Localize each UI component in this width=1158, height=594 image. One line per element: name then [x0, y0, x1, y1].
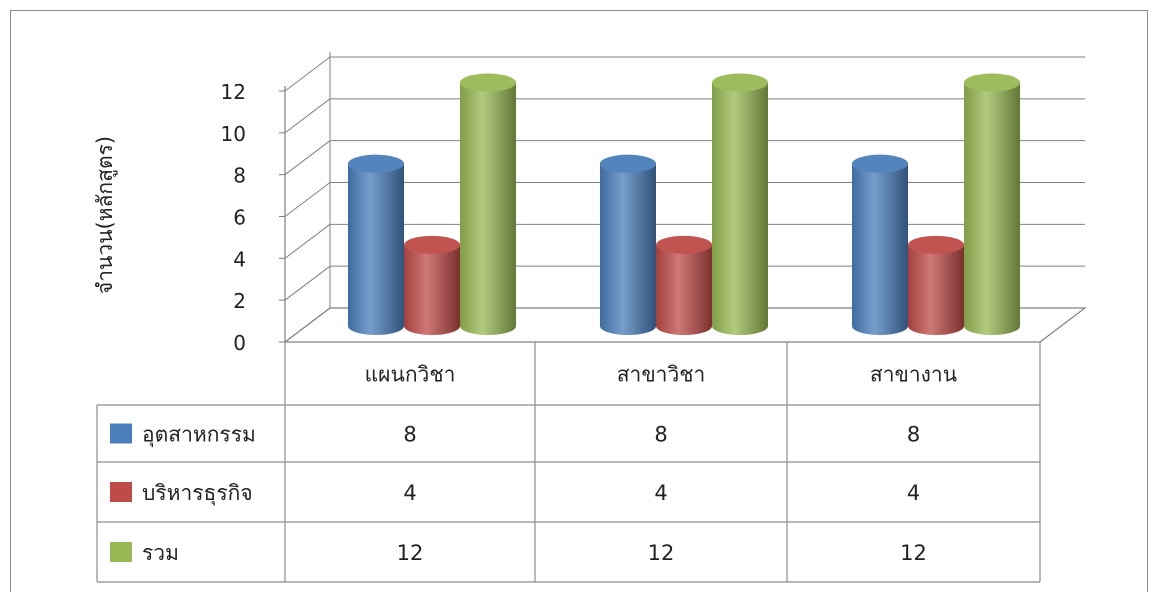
legend-swatch: [110, 542, 132, 562]
y-tick-label: 8: [233, 164, 246, 188]
gridline-diagonal: [284, 56, 331, 92]
bar: [656, 235, 712, 335]
y-axis-label: จำนวน(หลักสูตร): [93, 136, 118, 294]
gridline-diagonal: [284, 265, 331, 301]
category-label: สาขางาน: [870, 363, 957, 387]
data-label: 12: [397, 541, 424, 565]
bar-top: [460, 73, 516, 92]
bar-top: [656, 235, 712, 254]
category-label: สาขาวิชา: [617, 363, 706, 387]
data-label: 12: [648, 541, 675, 565]
bar-body: [600, 163, 656, 335]
bar-body: [348, 163, 404, 335]
bars: [348, 73, 1020, 335]
bar-top: [348, 154, 404, 173]
bar-top: [712, 73, 768, 92]
data-label: 8: [403, 423, 416, 447]
y-tick-label: 10: [221, 122, 246, 146]
bar-top: [600, 154, 656, 173]
bar-top: [852, 154, 908, 173]
chart-frame: [10, 10, 1148, 592]
y-tick-label: 12: [221, 80, 246, 104]
data-label: 12: [900, 541, 927, 565]
bar: [964, 73, 1020, 335]
gridline-diagonal: [284, 140, 331, 176]
bar-top: [908, 235, 964, 254]
legend-label: อุตสาหกรรม: [142, 423, 256, 448]
legend-swatch: [110, 423, 132, 444]
legend-label: รวม: [142, 541, 179, 565]
bar: [460, 73, 516, 335]
bar-body: [404, 244, 460, 335]
category-label: แผนกวิชา: [365, 363, 456, 387]
legend-swatch: [110, 482, 132, 502]
gridline-diagonal: [284, 182, 331, 217]
bar-top: [404, 235, 460, 254]
bar: [712, 73, 768, 335]
bar-body: [852, 163, 908, 335]
y-axis-ticks: 0 2 4 6 8 10 12: [221, 80, 285, 355]
bar: [852, 154, 908, 335]
legend-label: บริหารธุรกิจ: [142, 481, 253, 506]
data-label: 8: [654, 423, 667, 447]
bar-body: [908, 244, 964, 335]
bar: [404, 235, 460, 335]
y-tick-label: 6: [233, 206, 246, 230]
data-label: 4: [654, 481, 667, 505]
gridline-diagonal: [284, 223, 331, 259]
y-tick-label: 2: [233, 289, 246, 313]
bar: [348, 154, 404, 335]
bar-body: [712, 82, 768, 335]
bar-body: [656, 244, 712, 335]
bar: [908, 235, 964, 335]
bar-body: [460, 82, 516, 335]
y-tick-label: 0: [233, 331, 246, 355]
bar: [600, 154, 656, 335]
gridline-diagonal: [284, 98, 331, 134]
y-tick-label: 4: [233, 247, 246, 271]
data-label: 4: [403, 481, 416, 505]
bar-top: [964, 73, 1020, 92]
gridline-diagonal: [284, 307, 331, 343]
bar-body: [964, 82, 1020, 335]
data-label: 8: [907, 423, 920, 447]
data-label: 4: [907, 481, 920, 505]
